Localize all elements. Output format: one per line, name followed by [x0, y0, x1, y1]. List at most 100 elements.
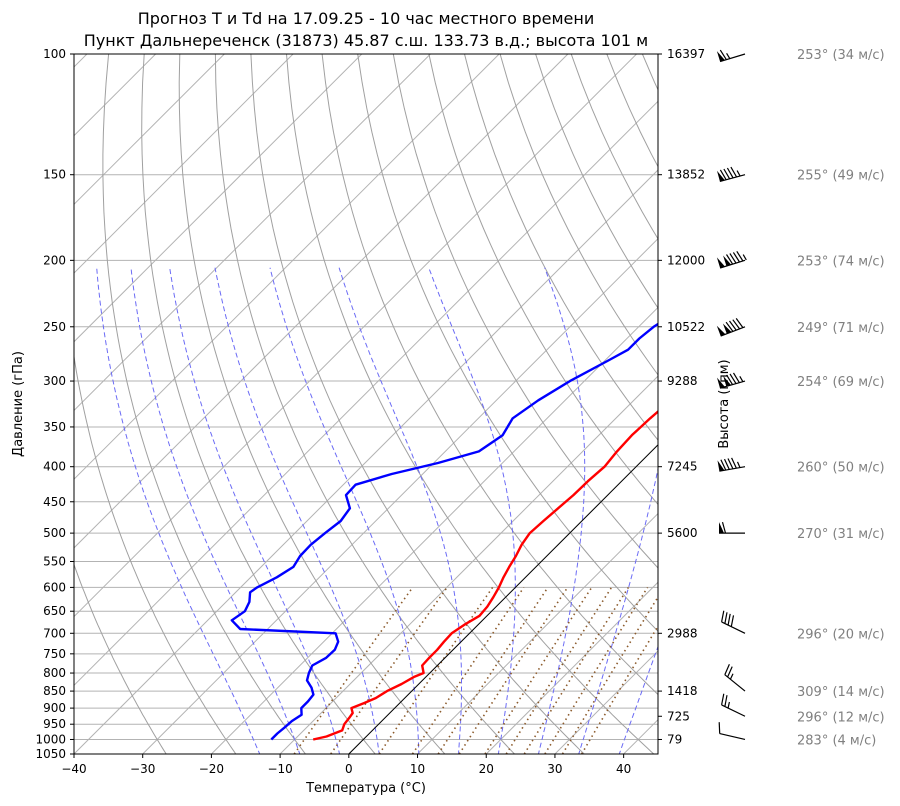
height-tick-label: 7245	[667, 460, 698, 474]
y-tick-label: 850	[43, 684, 66, 698]
wind-barb-flag	[723, 458, 730, 470]
dry-adiabat	[74, 563, 167, 754]
mixing-ratio-line	[505, 586, 613, 754]
wind-barb: 309° (14 м/с)	[724, 664, 885, 700]
dry-adiabat	[141, 54, 376, 754]
wind-label: 270° (31 м/с)	[797, 527, 885, 542]
x-tick-label: 0	[345, 762, 353, 776]
height-tick-label: 2988	[667, 626, 698, 640]
chart-subtitle: Пункт Дальнереченск (31873) 45.87 с.ш. 1…	[84, 31, 648, 50]
y-tick-label: 300	[43, 374, 66, 388]
moist-adiabat	[96, 267, 261, 754]
moist-adiabat	[618, 645, 658, 754]
x-tick-label: 10	[410, 762, 425, 776]
wind-barb-flag	[721, 610, 725, 623]
moist-adiabat	[169, 267, 341, 754]
y-tick-label: 800	[43, 666, 66, 680]
isotherm-line	[761, 54, 900, 754]
x-tick-label: −30	[130, 762, 155, 776]
wind-barb-flag	[724, 695, 728, 707]
chart-title: Прогноз T и Td на 17.09.25 - 10 час мест…	[138, 9, 594, 28]
y-tick-label: 1000	[35, 732, 66, 746]
mixing-ratio-line	[458, 586, 569, 754]
y-tick-label: 500	[43, 526, 66, 540]
dry-adiabat	[856, 54, 900, 754]
height-tick-label: 1418	[667, 684, 698, 698]
x-tick-label: −40	[61, 762, 86, 776]
wind-barb-pennant	[716, 325, 726, 337]
wind-barb-half-flag	[727, 701, 730, 709]
x-tick-label: −10	[267, 762, 292, 776]
dry-adiabat	[499, 54, 658, 376]
y-tick-label: 700	[43, 626, 66, 640]
y-tick-label: 350	[43, 420, 66, 434]
x-tick-label: 30	[547, 762, 562, 776]
wind-label: 260° (50 м/с)	[797, 461, 885, 476]
isotherm-line	[623, 718, 658, 754]
dry-adiabat	[641, 54, 658, 91]
wind-barb-flag	[723, 168, 731, 180]
mixing-ratio-line	[293, 586, 414, 754]
moist-adiabat	[214, 267, 380, 754]
wind-barb-half-flag	[742, 254, 747, 261]
height-tick-label: 10522	[667, 320, 705, 334]
wind-barb-staff	[719, 466, 746, 472]
wind-barb-flag	[736, 250, 744, 262]
zero-isotherm	[348, 444, 658, 754]
profile-t	[312, 409, 658, 741]
moist-adiabat	[428, 267, 516, 754]
wind-barb-flag	[727, 613, 731, 626]
wind-barb-flag	[730, 166, 738, 178]
wind-barb-flag	[724, 612, 728, 624]
wind-barb: 253° (34 м/с)	[716, 48, 885, 63]
isotherm-line	[417, 512, 658, 754]
x-tick-label: 40	[616, 762, 631, 776]
wind-barb: 253° (74 м/с)	[716, 250, 885, 269]
mixing-ratio-line	[411, 586, 525, 754]
wind-barb: 270° (31 м/с)	[718, 521, 885, 542]
plot-frame	[73, 53, 659, 755]
wind-barb-half-flag	[736, 461, 741, 468]
y-tick-label: 900	[43, 701, 66, 715]
wind-barb-pennant	[719, 522, 724, 534]
mixing-ratio-line	[484, 586, 593, 754]
height-tick-label: 5600	[667, 526, 698, 540]
wind-barb-staff	[719, 259, 746, 269]
moist-adiabat	[578, 466, 658, 754]
dry-adiabat	[714, 54, 900, 754]
isotherm-line	[74, 54, 431, 412]
wind-barb: 249° (71 м/с)	[716, 318, 885, 337]
wind-barb-pennant	[717, 170, 725, 182]
wind-barb-flag	[718, 722, 721, 734]
y-tick-label: 400	[43, 460, 66, 474]
dry-adiabat	[214, 54, 515, 754]
wind-barb-staff	[719, 174, 746, 182]
isotherm-line	[74, 100, 658, 687]
wind-label: 309° (14 м/с)	[797, 685, 885, 700]
wind-barb-staff	[719, 733, 746, 741]
y-tick-label: 950	[43, 717, 66, 731]
moist-adiabat	[130, 267, 301, 754]
wind-barb: 255° (49 м/с)	[717, 166, 885, 184]
wind-barb-flag	[719, 169, 727, 181]
wind-barb: 260° (50 м/с)	[717, 457, 885, 476]
wind-barb-flag	[726, 374, 734, 385]
wind-barb-flag	[729, 253, 737, 264]
dry-adiabat	[178, 54, 446, 754]
wind-barb-flag	[732, 319, 741, 330]
wind-barb-flag	[729, 320, 737, 331]
dry-adiabat	[464, 54, 658, 441]
isotherm-line	[74, 54, 363, 343]
wind-label: 254° (69 м/с)	[797, 375, 885, 390]
wind-label: 253° (34 м/с)	[797, 48, 885, 63]
height-tick-label: 13852	[667, 168, 705, 182]
y-tick-label: 150	[43, 168, 66, 182]
wind-barb-flag	[725, 321, 734, 332]
wind-barb-flag	[731, 457, 737, 469]
wind-barb-flag	[735, 318, 744, 328]
y-tick-label: 450	[43, 495, 66, 509]
wind-barb-flag	[721, 693, 725, 706]
wind-barb-flag	[719, 49, 727, 61]
mixing-ratio-line	[523, 586, 630, 754]
wind-label: 296° (12 м/с)	[797, 710, 885, 725]
